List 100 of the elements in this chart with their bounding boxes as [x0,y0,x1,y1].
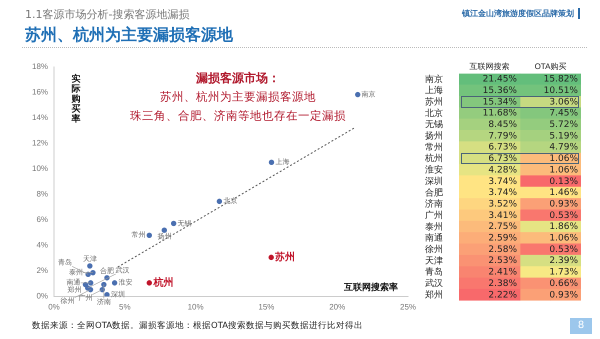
x-tick-label: 5% [119,302,131,312]
data-label: 0.66% [549,278,578,289]
y-tick-label: 合肥 [425,187,443,198]
y-tick-label: 泰州 [425,221,443,232]
y-tick-label: 郑州 [425,289,443,300]
y-tick-label: 苏州 [425,96,443,106]
y-tick-label: 16% [32,88,48,97]
data-label: 2.38% [488,278,518,289]
y-tick-label: 常州 [425,142,443,152]
point [170,220,176,226]
point [82,282,88,288]
y-tick-label: 杭州 [424,153,443,164]
data-label: 0.53% [549,244,578,255]
data-label: 10.51% [544,86,578,96]
point [101,282,107,288]
data-label: 3.74% [488,176,518,187]
y-tick-label: 上海 [425,85,443,96]
data-label: 2.41% [488,268,518,278]
data-label: 11.68% [482,108,518,119]
y-tick-label: 14% [32,113,48,122]
x-tick-label: 20% [329,302,346,312]
chart-subtitle: 1.1客源市场分析-搜索客源地漏损 [25,7,190,22]
data-label: 3.06% [549,97,578,108]
x-tick-label: 0% [48,302,60,312]
data-label: 1.06% [549,165,578,176]
point [146,232,152,238]
y-tick-label: 深圳 [425,176,443,186]
point [355,92,360,98]
point [146,280,152,286]
y-tick-label: 天津 [425,255,443,266]
data-label: 2.22% [488,290,518,300]
chart-title: 镇江金山湾旅游度假区品牌策划 [462,8,580,19]
y-tick-label: 18% [32,62,48,72]
y-tick-label: 10% [32,164,48,174]
data-label: 0.13% [549,176,578,187]
data-label: 4.28% [488,165,518,176]
x-tick-label: 互联网搜索 [470,62,510,72]
point [87,263,93,269]
data-label: 4.79% [549,142,578,153]
data-label: 6.73% [488,154,518,164]
y-tick-label: 12% [32,138,48,148]
data-label: 2.59% [488,234,518,244]
y-tick-label: 4% [36,240,48,250]
point [268,160,274,166]
data-label: 5.72% [549,120,578,130]
y-tick-label: 南京 [425,74,443,84]
data-label: 0.53% [549,210,578,221]
annotation: 杭州 [152,276,174,288]
annotation: 苏州、杭州为主要漏损客源地 [160,90,316,104]
data-label: 7.45% [549,108,578,119]
data-label: 3.74% [488,188,518,198]
point [104,292,110,296]
point [112,280,118,286]
x-tick-label: 25% [400,302,416,312]
y-tick-label: 济南 [425,198,443,209]
annotation: 苏州 [274,250,296,263]
data-label: 3.41% [488,210,518,221]
data-label: 1.06% [549,234,578,244]
point [268,254,274,260]
data-label: 21.45% [482,74,518,85]
data-label: 6.73% [488,142,518,153]
data-label: 7.79% [488,131,518,142]
annotation: 漏损客源市场： [195,70,280,85]
y-tick-label: 0% [36,292,48,301]
point [90,270,96,276]
y-tick-label: 2% [36,266,48,276]
data-label: 1.06% [549,154,578,164]
data-label: 0.93% [549,290,578,300]
data-label: 15.36% [482,86,518,96]
text: 8 [570,318,592,334]
data-label: 2.39% [549,256,578,266]
data-label: 2.58% [488,244,518,255]
x-axis-title: 互联网搜索率 [342,282,398,294]
data-label: 8.45% [488,120,518,130]
y-tick-label: 徐州 [425,244,443,254]
x-tick-label: OTA购买 [534,62,566,72]
data-label: 0.93% [549,199,578,210]
data-label: 15.82% [544,74,578,85]
y-tick-label: 武汉 [425,278,443,288]
source-note: 数据来源：全网OTA数据。漏损客源地：根据OTA搜索数据与购买数据进行比对得出 [32,320,364,332]
data-label: 1.73% [549,268,578,278]
point [216,198,222,204]
annotation: 珠三角、合肥、济南等地也存在一定漏损 [130,108,346,123]
y-tick-label: 扬州 [425,130,443,141]
y-tick-label: 南通 [425,232,443,243]
y-tick-label: 广州 [425,210,443,220]
y-tick-label: 无锡 [425,119,443,130]
y-tick-label: 青岛 [425,266,443,277]
data-label: 2.75% [488,222,518,232]
data-label: 3.52% [488,199,518,210]
data-label: 1.86% [549,222,578,232]
chart-title: 苏州、杭州为主要漏损客源地 [25,25,233,46]
y-axis-title: 实际购买率 [70,74,81,125]
y-tick-label: 6% [36,215,48,224]
y-tick-label: 8% [36,190,48,199]
data-label: 15.34% [482,97,518,108]
data-label: 5.19% [549,131,578,142]
x-tick-label: 10% [188,302,204,312]
y-tick-label: 北京 [425,108,443,118]
y-tick-label: 淮安 [425,164,443,175]
